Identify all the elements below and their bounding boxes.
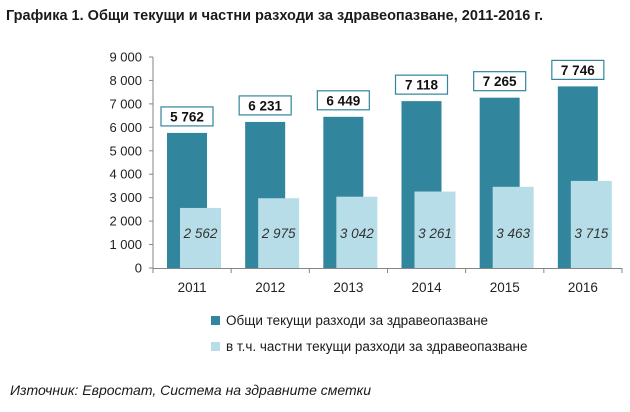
chart-labels: 2011 5 762 2 562 2012 6 231 2 975 2013 6 449 3 0…: [160, 59, 609, 295]
y-tick-label: 8 000: [109, 73, 142, 88]
y-tick-label: 5 000: [109, 143, 142, 158]
source-note: Източник: Евростат, Система на здравните…: [10, 382, 372, 398]
x-tick-label: 2015: [490, 280, 520, 295]
legend-swatch-total: [211, 315, 220, 325]
data-label-total: 7 265: [483, 74, 517, 89]
bar-private: [336, 196, 378, 268]
legend-swatch-private: [211, 341, 220, 351]
data-label-box-total: [316, 90, 370, 111]
bar-private: [570, 180, 612, 268]
legend-item-private: в т.ч. частни текущи разходи за здравеоп…: [211, 338, 528, 354]
data-label-total: 5 762: [170, 109, 204, 124]
x-tick-label: 2011: [178, 280, 207, 295]
data-label-private: 3 463: [496, 226, 530, 241]
legend-label-private: в т.ч. частни текущи разходи за здравеоп…: [226, 338, 528, 354]
bar-private: [180, 207, 221, 268]
data-label-total: 7 118: [405, 78, 439, 93]
data-label-total: 6 449: [326, 93, 360, 108]
x-tick-label: 2013: [333, 280, 363, 295]
data-label-private: 3 042: [340, 226, 374, 241]
legend-label-total: Общи текущи разходи за здравеопазване: [226, 312, 489, 328]
y-tick-label: 0: [135, 261, 142, 276]
data-label-box-total: [238, 95, 292, 116]
chart-bars: [167, 86, 612, 269]
y-tick-label: 7 000: [109, 96, 142, 111]
data-label-box-total: [160, 106, 214, 127]
bar-private: [414, 191, 456, 268]
data-label-private: 3 715: [574, 226, 608, 241]
bar-private: [492, 186, 534, 268]
y-tick-label: 4 000: [109, 167, 142, 182]
x-tick-label: 2016: [568, 280, 598, 295]
data-label-private: 2 975: [261, 226, 296, 241]
x-tick-label: 2014: [412, 280, 443, 295]
chart-title: Графика 1. Общи текущи и частни разходи …: [6, 8, 543, 24]
data-label-box-total: [394, 74, 449, 95]
x-tick-label: 2012: [255, 280, 285, 295]
data-label-private: 3 261: [418, 226, 452, 241]
chart-axes: 0 1 000 2 000 3 000 4 000 5 000 6 000 7 000 8 00…: [109, 50, 623, 276]
data-label-private: 2 562: [183, 226, 218, 241]
data-label-box-total: [551, 59, 605, 80]
y-tick-label: 2 000: [109, 214, 142, 229]
bar-private: [258, 198, 300, 268]
data-label-box-total: [473, 71, 527, 92]
y-tick-label: 3 000: [109, 190, 142, 205]
data-label-total: 6 231: [248, 98, 282, 113]
legend-item-total: Общи текущи разходи за здравеопазване: [211, 312, 488, 328]
y-tick-label: 9 000: [109, 50, 142, 65]
y-tick-label: 1 000: [109, 237, 142, 252]
data-label-total: 7 746: [561, 63, 595, 78]
y-tick-label: 6 000: [109, 120, 142, 135]
